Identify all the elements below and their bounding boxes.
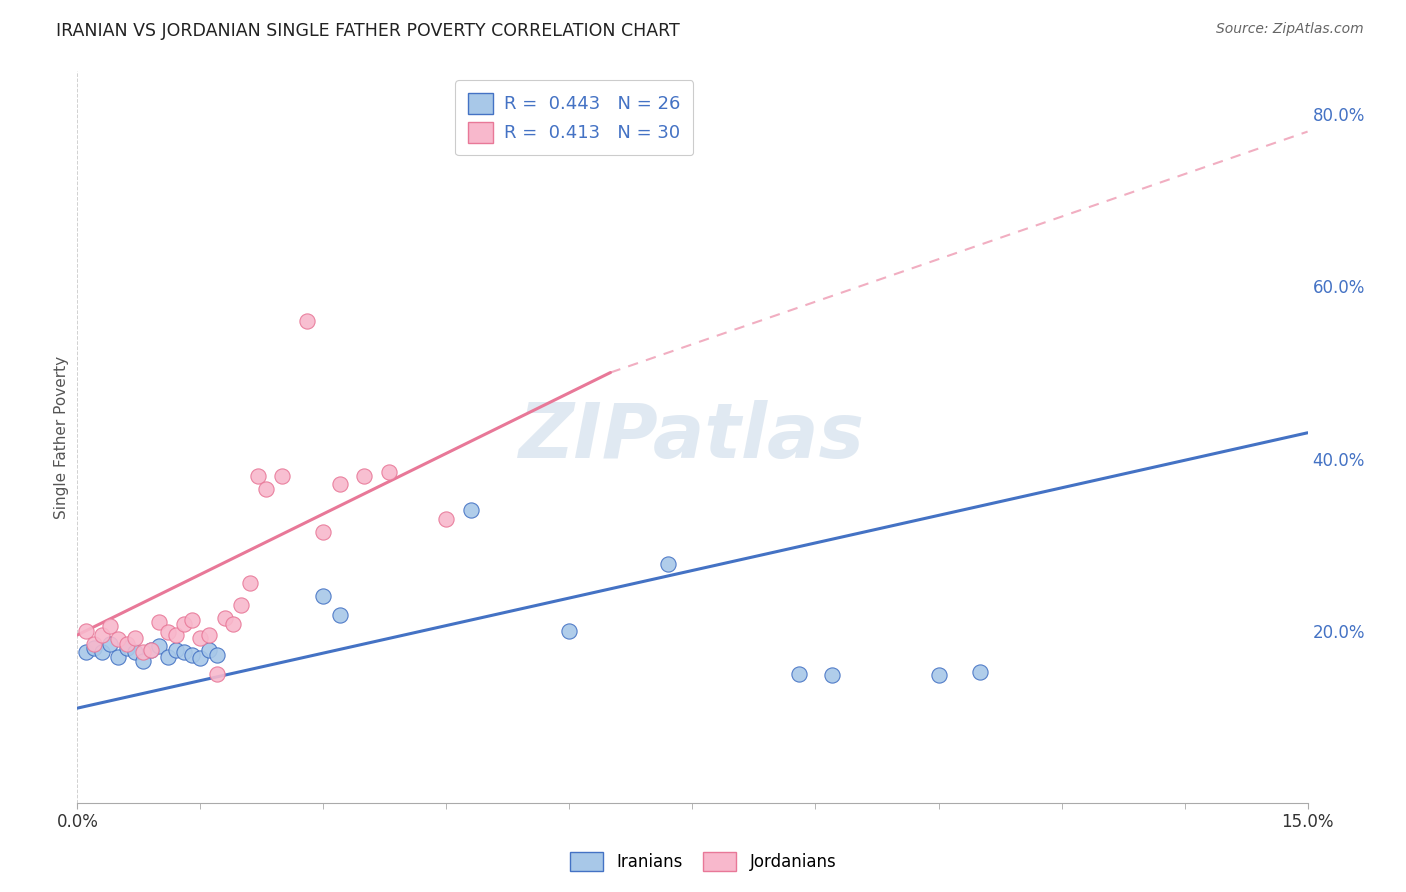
Point — [558, 624, 581, 638]
Point — [657, 557, 679, 571]
Point — [197, 643, 219, 657]
Point — [165, 628, 187, 642]
Point — [222, 616, 245, 631]
Point — [188, 651, 212, 665]
Point — [329, 477, 352, 491]
Legend: Iranians, Jordanians: Iranians, Jordanians — [561, 843, 845, 880]
Point — [239, 576, 262, 591]
Text: ZIPatlas: ZIPatlas — [519, 401, 866, 474]
Point — [173, 645, 195, 659]
Point — [75, 624, 97, 638]
Point — [83, 640, 105, 655]
Point — [378, 465, 401, 479]
Point — [254, 482, 277, 496]
Point — [205, 666, 228, 681]
Point — [156, 649, 179, 664]
Point — [107, 632, 129, 647]
Point — [75, 645, 97, 659]
Point — [98, 619, 121, 633]
Point — [353, 468, 375, 483]
Point — [312, 589, 335, 603]
Point — [165, 643, 187, 657]
Point — [98, 637, 121, 651]
Point — [115, 640, 138, 655]
Point — [148, 639, 170, 653]
Point — [115, 637, 138, 651]
Point — [787, 666, 810, 681]
Y-axis label: Single Father Poverty: Single Father Poverty — [53, 356, 69, 518]
Point — [181, 613, 204, 627]
Point — [969, 665, 991, 679]
Point — [460, 503, 482, 517]
Point — [181, 648, 204, 662]
Point — [246, 468, 269, 483]
Point — [124, 631, 146, 645]
Point — [205, 648, 228, 662]
Legend: R =  0.443   N = 26, R =  0.413   N = 30: R = 0.443 N = 26, R = 0.413 N = 30 — [456, 80, 693, 155]
Point — [271, 468, 294, 483]
Point — [83, 637, 105, 651]
Point — [329, 608, 352, 623]
Point — [107, 649, 129, 664]
Point — [173, 616, 195, 631]
Point — [312, 524, 335, 539]
Point — [214, 611, 236, 625]
Point — [148, 615, 170, 629]
Point — [90, 628, 114, 642]
Point — [141, 642, 163, 657]
Point — [90, 645, 114, 659]
Point — [821, 668, 844, 682]
Point — [295, 314, 318, 328]
Point — [124, 645, 146, 659]
Point — [197, 628, 219, 642]
Point — [132, 645, 155, 659]
Text: IRANIAN VS JORDANIAN SINGLE FATHER POVERTY CORRELATION CHART: IRANIAN VS JORDANIAN SINGLE FATHER POVER… — [56, 22, 681, 40]
Text: Source: ZipAtlas.com: Source: ZipAtlas.com — [1216, 22, 1364, 37]
Point — [188, 631, 212, 645]
Point — [231, 598, 253, 612]
Point — [141, 642, 163, 657]
Point — [156, 625, 179, 640]
Point — [132, 654, 155, 668]
Point — [928, 668, 950, 682]
Point — [436, 512, 458, 526]
